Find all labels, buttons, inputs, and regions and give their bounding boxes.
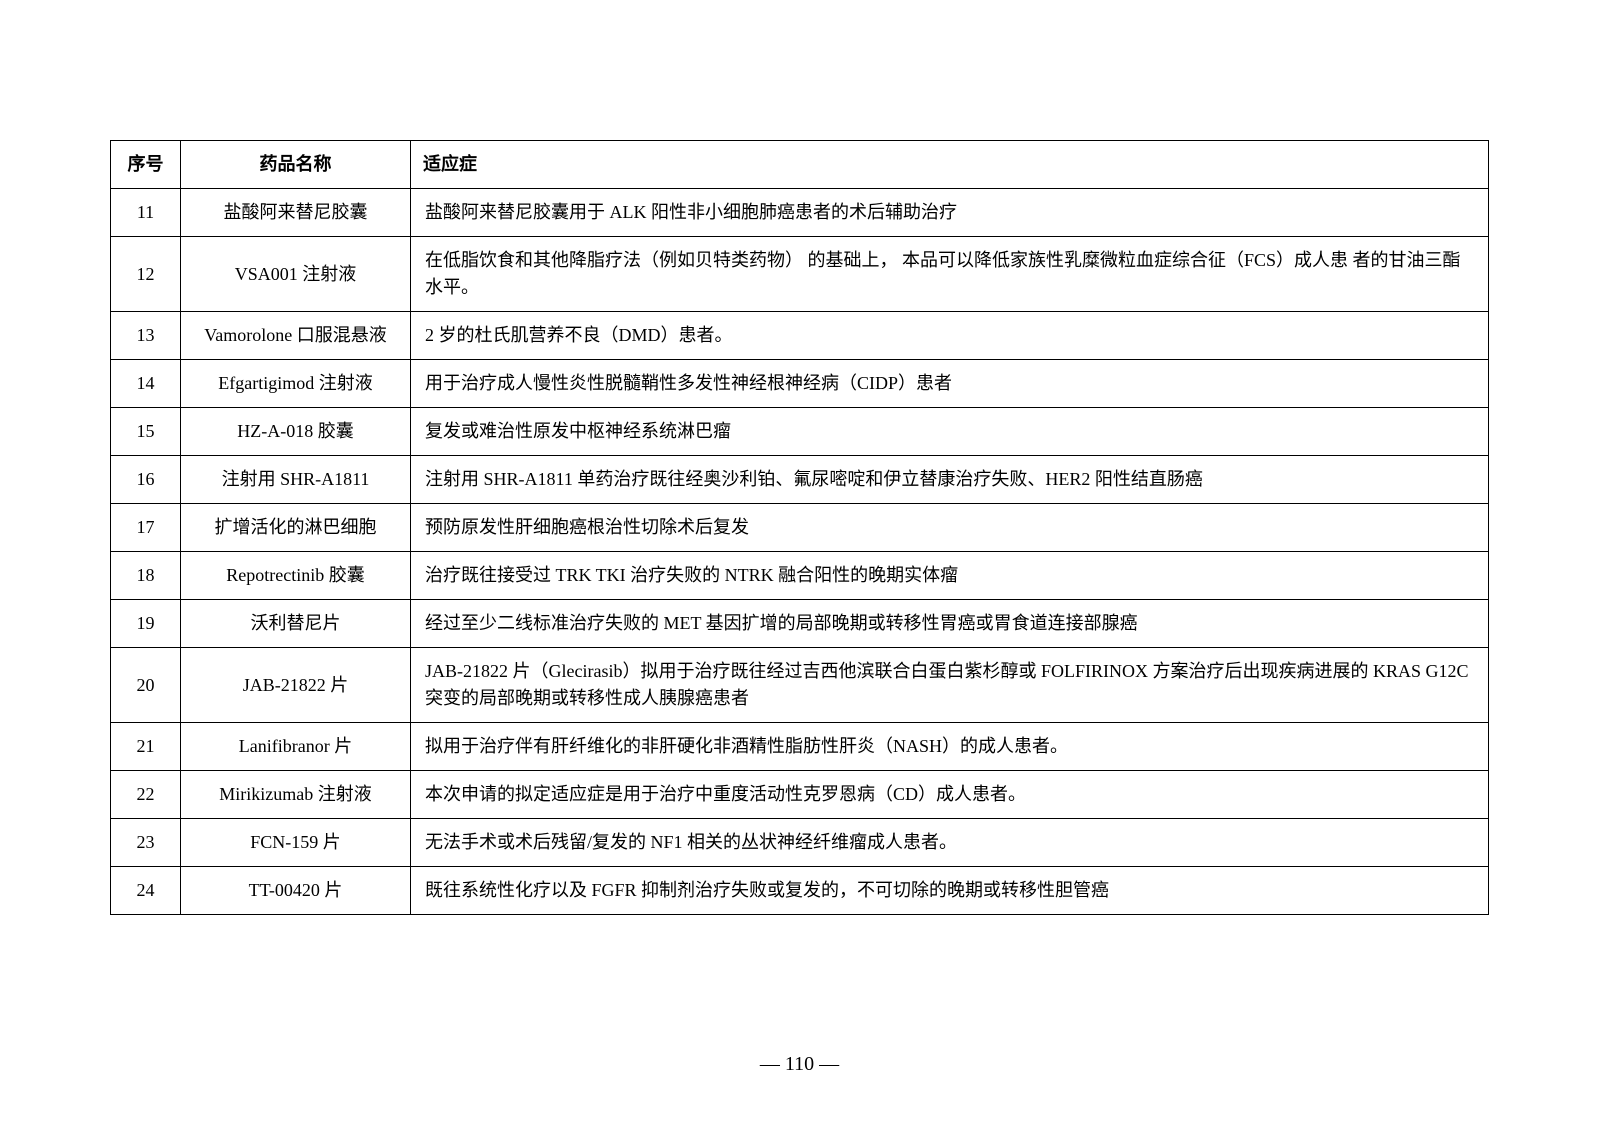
cell-seq: 19 [111,600,181,648]
cell-indication: 2 岁的杜氏肌营养不良（DMD）患者。 [411,312,1489,360]
cell-indication: 治疗既往接受过 TRK TKI 治疗失败的 NTRK 融合阳性的晚期实体瘤 [411,552,1489,600]
table-body: 11盐酸阿来替尼胶囊盐酸阿来替尼胶囊用于 ALK 阳性非小细胞肺癌患者的术后辅助… [111,189,1489,915]
cell-indication: 预防原发性肝细胞癌根治性切除术后复发 [411,504,1489,552]
cell-seq: 20 [111,648,181,723]
table-header-row: 序号 药品名称 适应症 [111,141,1489,189]
cell-indication: 注射用 SHR-A1811 单药治疗既往经奥沙利铂、氟尿嘧啶和伊立替康治疗失败、… [411,456,1489,504]
table-row: 12VSA001 注射液在低脂饮食和其他降脂疗法（例如贝特类药物） 的基础上， … [111,237,1489,312]
header-seq: 序号 [111,141,181,189]
cell-indication: 既往系统性化疗以及 FGFR 抑制剂治疗失败或复发的，不可切除的晚期或转移性胆管… [411,867,1489,915]
cell-name: JAB-21822 片 [181,648,411,723]
cell-name: TT-00420 片 [181,867,411,915]
cell-name: Repotrectinib 胶囊 [181,552,411,600]
cell-name: 扩增活化的淋巴细胞 [181,504,411,552]
table-row: 20JAB-21822 片JAB-21822 片（Glecirasib）拟用于治… [111,648,1489,723]
cell-name: 盐酸阿来替尼胶囊 [181,189,411,237]
cell-seq: 11 [111,189,181,237]
cell-seq: 17 [111,504,181,552]
cell-seq: 18 [111,552,181,600]
cell-indication: 拟用于治疗伴有肝纤维化的非肝硬化非酒精性脂肪性肝炎（NASH）的成人患者。 [411,723,1489,771]
cell-seq: 15 [111,408,181,456]
page-container: 序号 药品名称 适应症 11盐酸阿来替尼胶囊盐酸阿来替尼胶囊用于 ALK 阳性非… [0,0,1599,975]
cell-name: VSA001 注射液 [181,237,411,312]
table-row: 13Vamorolone 口服混悬液2 岁的杜氏肌营养不良（DMD）患者。 [111,312,1489,360]
cell-seq: 14 [111,360,181,408]
cell-seq: 12 [111,237,181,312]
cell-indication: 用于治疗成人慢性炎性脱髓鞘性多发性神经根神经病（CIDP）患者 [411,360,1489,408]
cell-name: 注射用 SHR-A1811 [181,456,411,504]
cell-seq: 24 [111,867,181,915]
header-indication: 适应症 [411,141,1489,189]
cell-seq: 16 [111,456,181,504]
cell-indication: 复发或难治性原发中枢神经系统淋巴瘤 [411,408,1489,456]
table-row: 17扩增活化的淋巴细胞预防原发性肝细胞癌根治性切除术后复发 [111,504,1489,552]
drug-table: 序号 药品名称 适应症 11盐酸阿来替尼胶囊盐酸阿来替尼胶囊用于 ALK 阳性非… [110,140,1489,915]
cell-name: Mirikizumab 注射液 [181,771,411,819]
cell-indication: 盐酸阿来替尼胶囊用于 ALK 阳性非小细胞肺癌患者的术后辅助治疗 [411,189,1489,237]
cell-name: Lanifibranor 片 [181,723,411,771]
cell-name: HZ-A-018 胶囊 [181,408,411,456]
table-row: 19沃利替尼片经过至少二线标准治疗失败的 MET 基因扩增的局部晚期或转移性胃癌… [111,600,1489,648]
cell-indication: 在低脂饮食和其他降脂疗法（例如贝特类药物） 的基础上， 本品可以降低家族性乳糜微… [411,237,1489,312]
cell-seq: 13 [111,312,181,360]
cell-indication: JAB-21822 片（Glecirasib）拟用于治疗既往经过吉西他滨联合白蛋… [411,648,1489,723]
table-row: 18Repotrectinib 胶囊治疗既往接受过 TRK TKI 治疗失败的 … [111,552,1489,600]
table-row: 22Mirikizumab 注射液本次申请的拟定适应症是用于治疗中重度活动性克罗… [111,771,1489,819]
cell-indication: 经过至少二线标准治疗失败的 MET 基因扩增的局部晚期或转移性胃癌或胃食道连接部… [411,600,1489,648]
cell-name: Efgartigimod 注射液 [181,360,411,408]
table-row: 11盐酸阿来替尼胶囊盐酸阿来替尼胶囊用于 ALK 阳性非小细胞肺癌患者的术后辅助… [111,189,1489,237]
cell-name: 沃利替尼片 [181,600,411,648]
cell-seq: 23 [111,819,181,867]
table-row: 21Lanifibranor 片拟用于治疗伴有肝纤维化的非肝硬化非酒精性脂肪性肝… [111,723,1489,771]
table-row: 24TT-00420 片既往系统性化疗以及 FGFR 抑制剂治疗失败或复发的，不… [111,867,1489,915]
cell-indication: 本次申请的拟定适应症是用于治疗中重度活动性克罗恩病（CD）成人患者。 [411,771,1489,819]
cell-indication: 无法手术或术后残留/复发的 NF1 相关的丛状神经纤维瘤成人患者。 [411,819,1489,867]
table-row: 23FCN-159 片无法手术或术后残留/复发的 NF1 相关的丛状神经纤维瘤成… [111,819,1489,867]
table-row: 15HZ-A-018 胶囊复发或难治性原发中枢神经系统淋巴瘤 [111,408,1489,456]
cell-name: Vamorolone 口服混悬液 [181,312,411,360]
page-number: — 110 — [0,1053,1599,1076]
cell-seq: 21 [111,723,181,771]
header-name: 药品名称 [181,141,411,189]
table-row: 16注射用 SHR-A1811注射用 SHR-A1811 单药治疗既往经奥沙利铂… [111,456,1489,504]
cell-seq: 22 [111,771,181,819]
table-row: 14Efgartigimod 注射液用于治疗成人慢性炎性脱髓鞘性多发性神经根神经… [111,360,1489,408]
cell-name: FCN-159 片 [181,819,411,867]
